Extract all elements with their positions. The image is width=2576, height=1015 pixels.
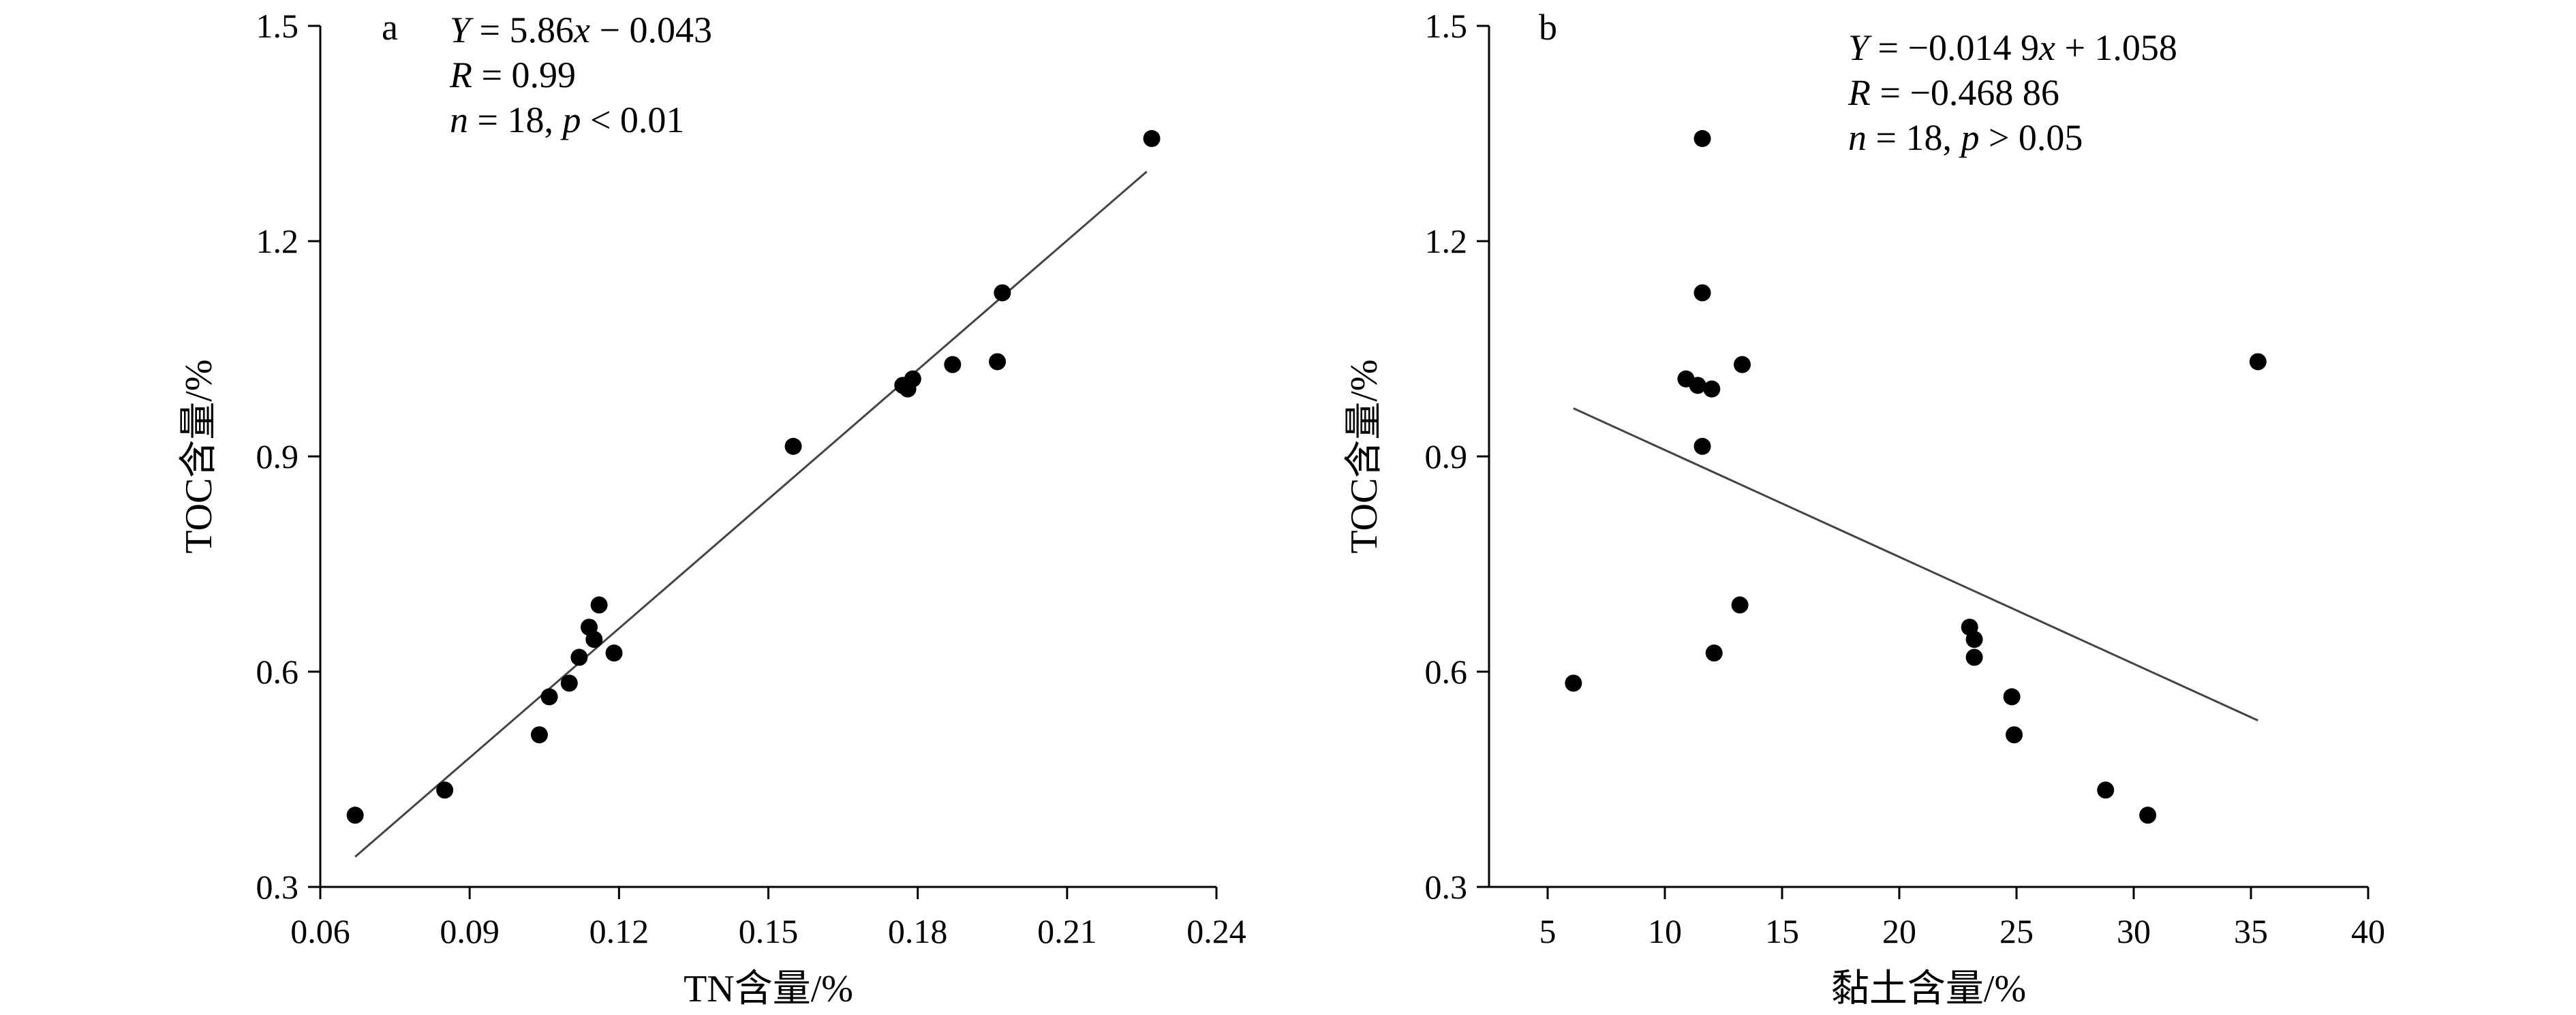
data-point xyxy=(989,353,1006,370)
x-tick-label: 0.12 xyxy=(589,912,649,950)
x-tick-label: 0.21 xyxy=(1037,912,1097,950)
x-tick-label: 30 xyxy=(2117,912,2151,950)
data-point xyxy=(1565,674,1582,691)
data-point xyxy=(606,644,623,661)
y-axis-title: TOC含量/% xyxy=(178,359,220,553)
y-tick-label: 1.5 xyxy=(1425,7,1468,45)
data-point xyxy=(1734,356,1751,373)
data-point xyxy=(2139,807,2156,824)
x-tick-label: 25 xyxy=(1999,912,2034,950)
data-point xyxy=(585,631,602,648)
regression-annotation: Y = −0.014 9x + 1.058 xyxy=(1848,27,2177,68)
x-tick-label: 40 xyxy=(2351,912,2385,950)
panel-label: a xyxy=(382,7,398,48)
data-point xyxy=(1703,380,1720,397)
y-tick-label: 1.2 xyxy=(256,222,299,260)
y-tick-label: 0.6 xyxy=(1425,653,1468,691)
x-tick-label: 5 xyxy=(1539,912,1557,950)
data-point xyxy=(1966,631,1983,648)
y-axis-title: TOC含量/% xyxy=(1343,359,1385,553)
data-point xyxy=(561,674,578,691)
regression-line xyxy=(355,172,1147,857)
data-point xyxy=(785,438,802,455)
data-point xyxy=(2250,353,2267,370)
y-tick-label: 0.6 xyxy=(256,653,299,691)
data-point xyxy=(1694,284,1711,301)
regression-annotation: R = −0.468 86 xyxy=(1847,72,2059,113)
y-tick-label: 0.3 xyxy=(1425,868,1468,906)
data-point xyxy=(1966,649,1983,666)
data-point xyxy=(1694,130,1711,147)
x-tick-label: 0.15 xyxy=(739,912,799,950)
data-point xyxy=(1694,438,1711,455)
x-tick-label: 0.06 xyxy=(290,912,350,950)
regression-annotation: R = 0.99 xyxy=(449,54,576,95)
data-point xyxy=(1144,130,1161,147)
data-point xyxy=(2006,726,2023,743)
x-tick-label: 35 xyxy=(2234,912,2268,950)
data-point xyxy=(944,356,961,373)
y-tick-label: 1.2 xyxy=(1425,222,1468,260)
figure: 0.06 0.09 0.12 0.15 0.18 0.21 0.24 0.3 0.6 0.9 1.2… xyxy=(0,0,2576,1015)
data-point xyxy=(347,807,364,824)
x-axis-title: 黏土含量/% xyxy=(1831,968,2026,1010)
data-point xyxy=(1732,597,1749,614)
panel-label: b xyxy=(1539,7,1557,48)
data-point xyxy=(1706,644,1723,661)
regression-line xyxy=(1574,408,2258,720)
x-tick-label: 20 xyxy=(1882,912,1916,950)
x-tick-label: 15 xyxy=(1765,912,1799,950)
data-point xyxy=(2004,688,2021,705)
regression-annotation: Y = 5.86x − 0.043 xyxy=(450,10,712,50)
data-point xyxy=(570,649,587,666)
data-point xyxy=(531,726,548,743)
y-tick-label: 0.3 xyxy=(256,868,299,906)
x-tick-label: 0.24 xyxy=(1186,912,1246,950)
x-tick-label: 0.18 xyxy=(888,912,948,950)
y-tick-label: 1.5 xyxy=(256,7,299,45)
data-point xyxy=(994,284,1011,301)
x-tick-label: 10 xyxy=(1648,912,1682,950)
y-tick-label: 0.9 xyxy=(256,437,299,475)
y-tick-label: 0.9 xyxy=(1425,437,1468,475)
data-point xyxy=(541,688,558,705)
x-axis-title: TN含量/% xyxy=(684,968,853,1010)
data-point xyxy=(436,781,453,798)
chart-panel-b: 5 10 15 20 25 30 35 40 0.3 0.6 0.9 1.2 1.5 黏土含量/% TOC含… xyxy=(1343,7,2385,1010)
x-tick-label: 0.09 xyxy=(440,912,500,950)
data-point xyxy=(591,597,608,614)
regression-annotation: n = 18, p < 0.01 xyxy=(450,99,684,140)
data-point xyxy=(2097,781,2114,798)
regression-annotation: n = 18, p > 0.05 xyxy=(1848,117,2083,158)
data-point xyxy=(904,371,921,388)
chart-panel-a: 0.06 0.09 0.12 0.15 0.18 0.21 0.24 0.3 0.6 0.9 1.2… xyxy=(178,7,1246,1010)
